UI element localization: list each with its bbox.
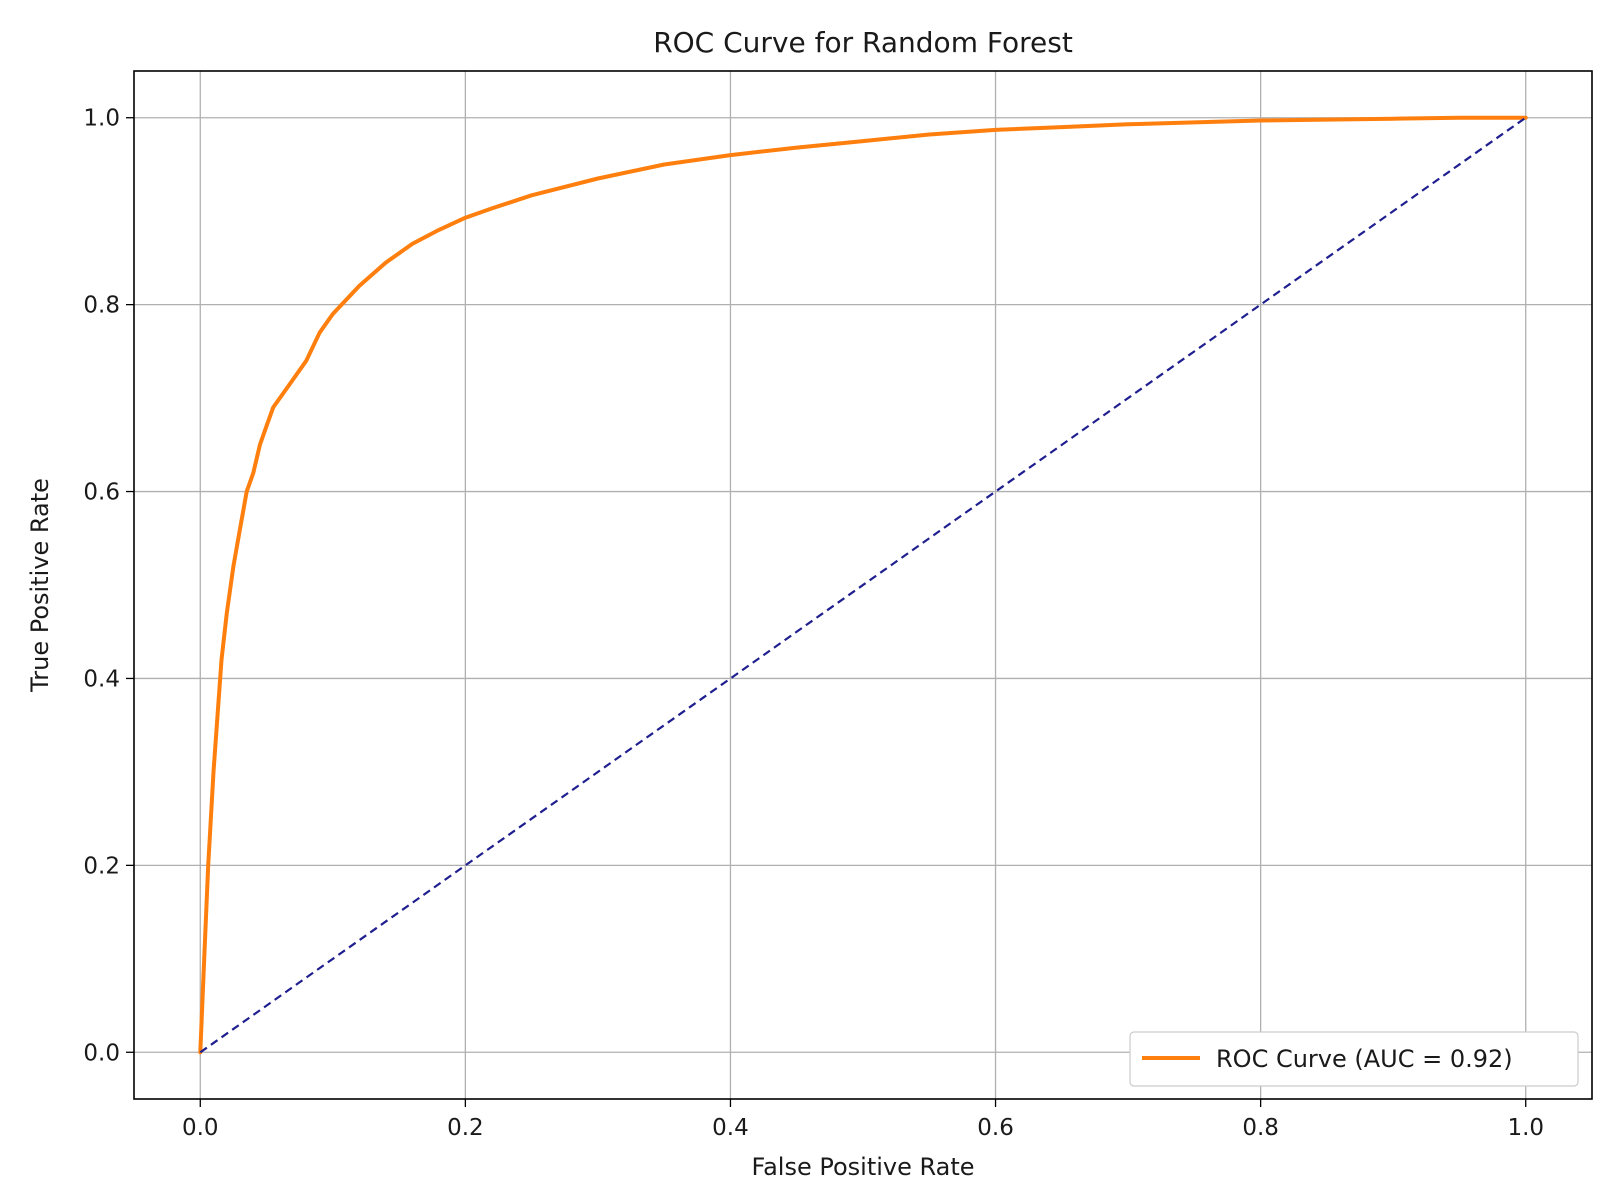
y-tick-label: 0.0 xyxy=(83,1040,120,1066)
legend: ROC Curve (AUC = 0.92) xyxy=(1129,1031,1579,1087)
x-tick-label: 0.4 xyxy=(712,1115,749,1141)
axis-ticks: 0.0 0.2 0.4 0.6 0.8 1.0 0.0 0.2 0.4 0.6 0.8 1.0 xyxy=(83,106,1544,1141)
y-tick-label: 0.2 xyxy=(83,853,120,879)
x-tick-label: 0.0 xyxy=(182,1115,219,1141)
legend-box xyxy=(1129,1031,1579,1087)
y-tick-label: 0.6 xyxy=(83,480,120,506)
x-tick-label: 0.6 xyxy=(977,1115,1014,1141)
chart-title: ROC Curve for Random Forest xyxy=(653,26,1073,59)
chance-diagonal-line xyxy=(199,116,1527,1054)
x-axis-title: False Positive Rate xyxy=(751,1153,974,1181)
x-tick-label: 0.8 xyxy=(1242,1115,1279,1141)
roc-curve-line xyxy=(198,115,1528,1055)
y-tick-label: 0.8 xyxy=(83,293,120,319)
grid-lines xyxy=(134,71,1592,1099)
x-tick-label: 0.2 xyxy=(447,1115,484,1141)
series-lines xyxy=(198,115,1528,1055)
plot-frame xyxy=(133,70,1593,1100)
y-tick-label: 0.4 xyxy=(83,666,120,692)
legend-label-roc: ROC Curve (AUC = 0.92) xyxy=(1216,1045,1513,1073)
y-tick-label: 1.0 xyxy=(83,106,120,132)
y-axis-title: True Positive Rate xyxy=(26,478,54,693)
x-tick-label: 1.0 xyxy=(1507,1115,1544,1141)
